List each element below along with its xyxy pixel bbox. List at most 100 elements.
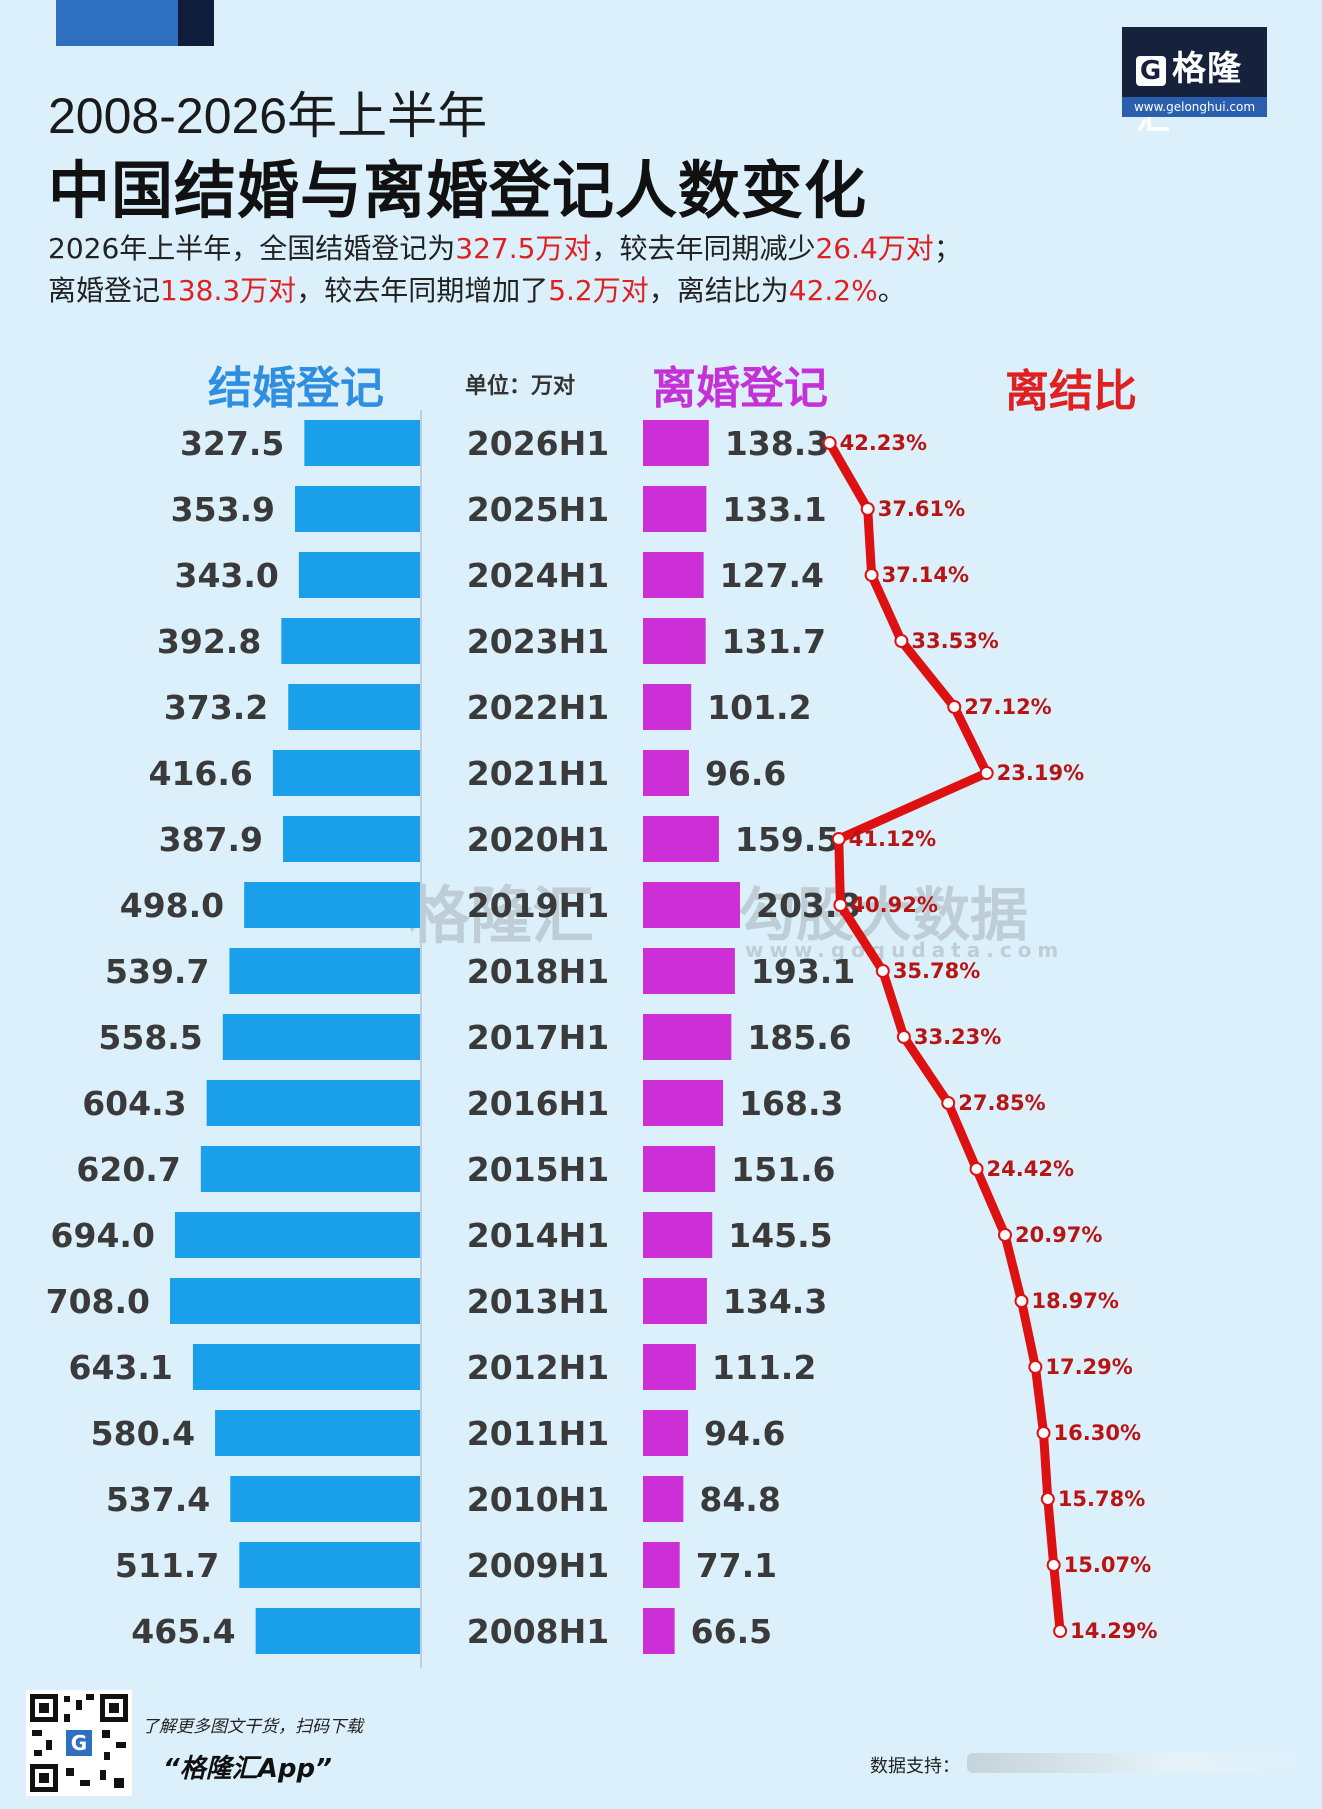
- year-label: 2023H1: [467, 622, 609, 661]
- header-accent-bar: [56, 0, 214, 46]
- year-label: 2025H1: [467, 490, 609, 529]
- divorce-bar: [643, 1278, 707, 1324]
- logo-text: 格隆汇: [1136, 49, 1242, 138]
- marriage-value-label: 694.0: [51, 1216, 155, 1255]
- ratio-value-label: 41.12%: [849, 827, 936, 851]
- summary-line-1: 2026年上半年，全国结婚登记为327.5万对，较去年同期减少26.4万对；: [48, 232, 962, 265]
- watermark-brand: 格隆汇: [408, 879, 595, 952]
- divorce-bar: [643, 1476, 684, 1522]
- ratio-point: [831, 832, 846, 846]
- marriage-bar: [239, 1542, 420, 1588]
- ratio-value-label: 27.85%: [958, 1091, 1045, 1115]
- ratio-value-label: 37.14%: [882, 563, 969, 587]
- ratio-value-label: 33.53%: [911, 629, 998, 653]
- ratio-point: [896, 1030, 911, 1044]
- marriage-bar: [174, 1212, 420, 1258]
- ratio-point: [997, 1228, 1012, 1242]
- divorce-bar: [643, 486, 707, 532]
- ratio-point: [864, 568, 879, 582]
- marriage-value-label: 373.2: [164, 688, 268, 727]
- year-label: 2015H1: [467, 1150, 609, 1189]
- summary-line-2: 离婚登记138.3万对，较去年同期增加了5.2万对，离结比为42.2%。: [48, 274, 906, 307]
- header-accent-dark: [178, 0, 214, 46]
- marriage-value-label: 537.4: [106, 1480, 210, 1519]
- divorce-bar: [643, 882, 740, 928]
- marriage-bar: [170, 1278, 420, 1324]
- marriage-bar: [215, 1410, 420, 1456]
- ratio-value-label: 27.12%: [964, 695, 1051, 719]
- marriage-value-label: 498.0: [120, 886, 224, 925]
- ratio-point: [860, 502, 875, 516]
- footer-app-name: “格隆汇App”: [163, 1754, 332, 1784]
- year-label: 2013H1: [467, 1282, 609, 1321]
- logo-url: www.gelonghui.com: [1122, 97, 1267, 117]
- marriage-value-label: 392.8: [157, 622, 261, 661]
- divorce-value-label: 151.6: [731, 1150, 835, 1189]
- divorce-bar: [643, 1410, 689, 1456]
- marriage-bar: [192, 1344, 420, 1390]
- divorce-value-label: 66.5: [691, 1612, 772, 1651]
- marriage-value-label: 708.0: [46, 1282, 150, 1321]
- watermark-data-brand: 勾股大数据: [738, 881, 1029, 949]
- ratio-point: [1053, 1624, 1068, 1638]
- marriage-value-label: 465.4: [131, 1612, 235, 1651]
- year-label: 2017H1: [467, 1018, 609, 1057]
- divorce-value-label: 96.6: [705, 754, 786, 793]
- ratio-value-label: 17.29%: [1045, 1355, 1132, 1379]
- marriage-value-label: 604.3: [82, 1084, 186, 1123]
- ratio-point: [894, 634, 909, 648]
- divorce-value-label: 159.5: [735, 820, 839, 859]
- divorce-value-label: 145.5: [728, 1216, 832, 1255]
- ratio-value-label: 42.23%: [840, 431, 927, 455]
- divorce-bar: [643, 816, 719, 862]
- gelonghui-logo: G 格隆汇 www.gelonghui.com: [1122, 27, 1267, 138]
- qr-code: G: [26, 1690, 132, 1796]
- divorce-value-label: 138.3: [725, 424, 829, 463]
- ratio-point: [979, 766, 994, 780]
- divorce-value-label: 168.3: [739, 1084, 843, 1123]
- divorce-bar: [643, 618, 706, 664]
- marriage-bar: [304, 420, 420, 466]
- divorce-bar: [643, 684, 692, 730]
- year-label: 2011H1: [467, 1414, 609, 1453]
- marriage-value-label: 387.9: [159, 820, 263, 859]
- ratio-point: [947, 700, 962, 714]
- year-label: 2024H1: [467, 556, 609, 595]
- divorce-value-label: 84.8: [699, 1480, 780, 1519]
- qr-pattern-icon: [30, 1694, 128, 1792]
- ratio-point: [833, 898, 848, 912]
- ratio-column-header: 离结比: [1005, 366, 1137, 417]
- marriage-value-label: 353.9: [171, 490, 275, 529]
- ratio-point: [1046, 1558, 1061, 1572]
- year-label: 2019H1: [467, 886, 609, 925]
- ratio-value-label: 23.19%: [997, 761, 1084, 785]
- divorce-value-label: 111.2: [712, 1348, 816, 1387]
- ratio-value-label: 14.29%: [1070, 1619, 1157, 1643]
- divorce-bar: [643, 1146, 716, 1192]
- marriage-bar: [272, 750, 420, 796]
- year-label: 2018H1: [467, 952, 609, 991]
- page-title: 中国结婚与离婚登记人数变化: [48, 154, 868, 227]
- marriage-bar: [222, 1014, 420, 1060]
- ratio-point: [941, 1096, 956, 1110]
- ratio-point: [822, 436, 837, 450]
- ratio-point: [1040, 1492, 1055, 1506]
- year-label: 2014H1: [467, 1216, 609, 1255]
- divorce-value-label: 133.1: [722, 490, 826, 529]
- ratio-point: [1028, 1360, 1043, 1374]
- marriage-value-label: 511.7: [115, 1546, 219, 1585]
- marriage-value-label: 343.0: [174, 556, 278, 595]
- divorce-value-label: 77.1: [696, 1546, 777, 1585]
- year-label: 2021H1: [467, 754, 609, 793]
- divorce-bar: [643, 1080, 724, 1126]
- year-label: 2022H1: [467, 688, 609, 727]
- ratio-value-label: 15.78%: [1058, 1487, 1145, 1511]
- marriage-bar: [230, 1476, 420, 1522]
- divorce-value-label: 131.7: [722, 622, 826, 661]
- marriage-column-header: 结婚登记: [208, 363, 384, 414]
- marriage-bar: [255, 1608, 420, 1654]
- marriage-value-label: 416.6: [149, 754, 253, 793]
- ratio-value-label: 40.92%: [850, 893, 937, 917]
- marriage-bar: [244, 882, 420, 928]
